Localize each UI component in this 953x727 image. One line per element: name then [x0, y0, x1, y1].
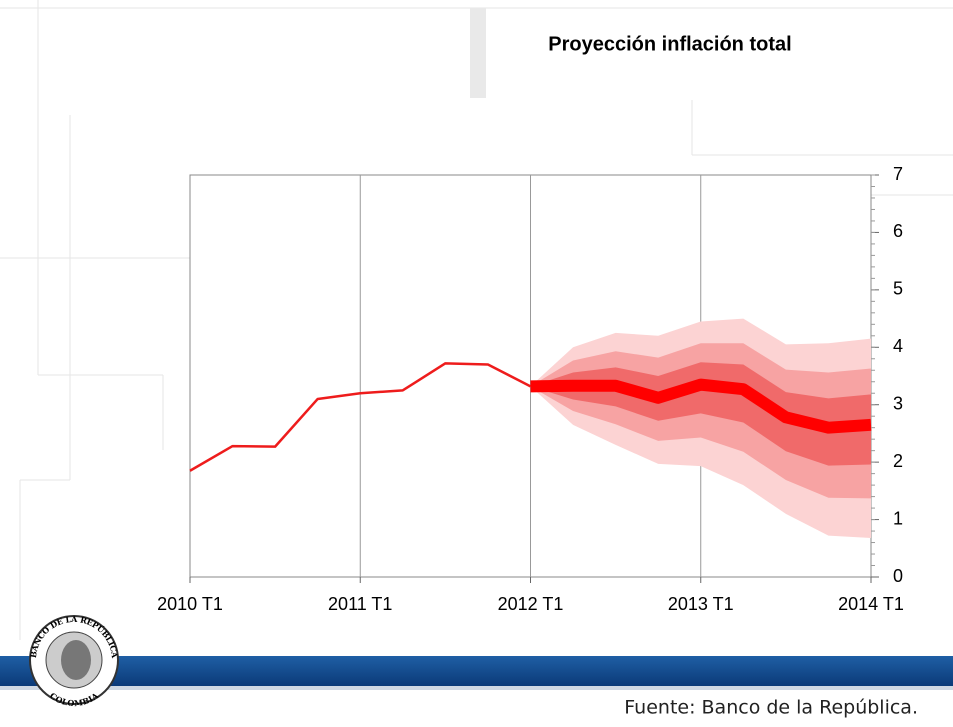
y-tick-label: 0: [893, 566, 903, 586]
x-tick-label: 2012 T1: [498, 594, 564, 614]
x-tick-label: 2014 T1: [838, 594, 904, 614]
y-tick-label: 3: [893, 393, 903, 413]
source: Fuente: Banco de la República.: [624, 697, 918, 719]
footer-band-shadow: [0, 686, 953, 690]
line: [189, 362, 532, 472]
footer-band: [0, 656, 953, 686]
logo: BANCO DE LA REPÚBLICA COLOMBIA: [28, 614, 120, 708]
y-tick-label: 4: [893, 336, 903, 356]
y-tick-label: 5: [893, 279, 903, 299]
plot: 2010 T1 2011 T1 2012 T1 2013 T1 2014 T1 0 1 2 3 4…: [157, 164, 904, 614]
x-tick-label: 2010 T1: [157, 594, 223, 614]
x-tick-label: 2013 T1: [668, 594, 734, 614]
y-tick-label: 1: [893, 508, 903, 528]
y-tick-label: 7: [893, 164, 903, 184]
y-tick-label: 6: [893, 221, 903, 241]
line: [530, 378, 872, 434]
chart-title: Proyección inflación total: [548, 33, 791, 55]
y-tick-label: 2: [893, 451, 903, 471]
x-tick-label: 2011 T1: [328, 594, 392, 614]
